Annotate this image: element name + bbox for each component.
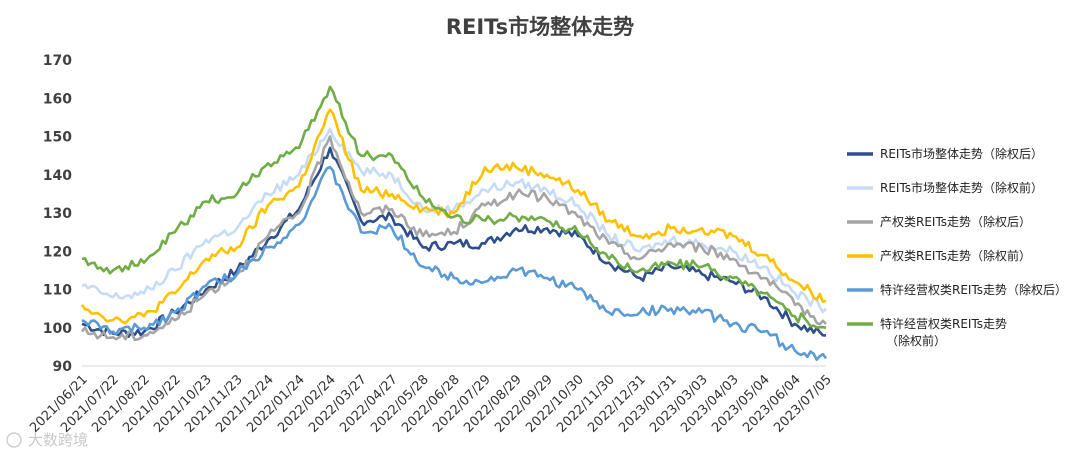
- series-line: [81, 165, 828, 361]
- series-line: [81, 146, 827, 338]
- chart-title: REITs市场整体走势: [446, 15, 634, 39]
- legend-label: 产权类REITs走势（除权后）: [880, 214, 1031, 229]
- y-tick-label: 170: [43, 53, 72, 69]
- series-line: [81, 127, 827, 314]
- watermark: 大数跨境: [6, 431, 88, 449]
- y-axis: 90 100 110 120 130 140 150 160 170: [43, 53, 72, 375]
- legend-label: REITs市场整体走势（除权后）: [880, 146, 1043, 161]
- legend-label: REITs市场整体走势（除权前）: [880, 180, 1043, 195]
- series-line: [80, 135, 827, 342]
- series-line: [80, 108, 827, 325]
- y-tick-label: 140: [43, 168, 72, 184]
- y-tick-label: 110: [43, 283, 72, 299]
- y-tick-label: 130: [43, 206, 72, 222]
- watermark-logo-icon: [6, 432, 22, 448]
- y-tick-label: 90: [53, 359, 73, 375]
- legend-label: 特许经营权类REITs走势（除权后）: [880, 282, 1067, 297]
- legend-label: 特许经营权类REITs走势（除权前）: [880, 316, 1007, 348]
- series-lines: [80, 85, 828, 361]
- legend: REITs市场整体走势（除权后） REITs市场整体走势（除权前） 产权类REITs…: [847, 146, 1067, 348]
- y-tick-label: 160: [43, 91, 72, 107]
- watermark-text: 大数跨境: [28, 431, 88, 449]
- x-axis: 2021/06/212021/07/222021/08/222021/09/22…: [27, 372, 835, 436]
- y-tick-label: 120: [43, 244, 72, 260]
- series-line: [81, 85, 827, 330]
- y-tick-label: 100: [43, 321, 72, 337]
- legend-label: 产权类REITs走势（除权前）: [880, 248, 1031, 263]
- y-tick-label: 150: [43, 130, 72, 146]
